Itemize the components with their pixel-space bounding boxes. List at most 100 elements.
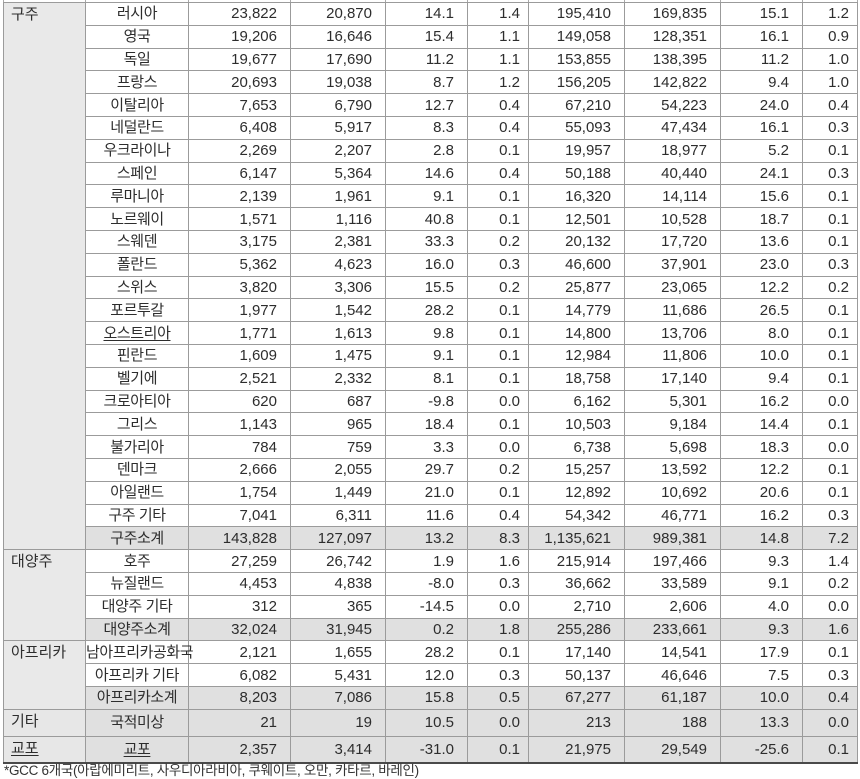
value-cell: 0.1 xyxy=(467,412,529,437)
value-cell: 1,143 xyxy=(188,412,291,437)
country-cell: 구주소계 xyxy=(85,526,189,551)
value-cell: 16.2 xyxy=(720,503,803,528)
table-row: 크로아티아 620 687 -9.8 0.0 6,162 5,301 16.2 0.0 xyxy=(4,389,858,414)
value-cell: 47,434 xyxy=(624,115,721,140)
value-cell: 1,475 xyxy=(290,343,386,368)
value-cell: 0.1 xyxy=(802,298,858,323)
value-cell: 11,686 xyxy=(624,298,721,323)
value-cell: 15.4 xyxy=(385,24,468,49)
value-cell: 0.2 xyxy=(802,275,858,300)
value-cell: 17.9 xyxy=(720,640,803,665)
value-cell: 28.2 xyxy=(385,298,468,323)
value-cell: 2,207 xyxy=(290,138,386,163)
value-cell: 19,206 xyxy=(188,24,291,49)
value-cell: 8.1 xyxy=(385,366,468,391)
value-cell: 8.3 xyxy=(385,115,468,140)
value-cell: 36,662 xyxy=(528,571,625,596)
value-cell: 759 xyxy=(290,435,386,459)
country-cell: 벨기에 xyxy=(85,366,189,391)
country-cell: 스페인 xyxy=(85,161,189,186)
value-cell: 0.1 xyxy=(802,457,858,482)
value-cell: 1,613 xyxy=(290,321,386,345)
value-cell: 1.2 xyxy=(467,70,529,95)
value-cell: 0.1 xyxy=(467,480,529,505)
value-cell: 0.1 xyxy=(802,735,858,764)
value-cell: 0.5 xyxy=(467,685,529,710)
country-cell: 아프리카 기타 xyxy=(85,663,189,687)
value-cell: 11,806 xyxy=(624,343,721,368)
value-cell: 1,977 xyxy=(188,298,291,323)
value-cell: 0.3 xyxy=(467,571,529,596)
value-cell: 17,140 xyxy=(624,366,721,391)
value-cell: 1,135,621 xyxy=(528,526,625,551)
value-cell: 10,692 xyxy=(624,480,721,505)
value-cell: -25.6 xyxy=(720,735,803,764)
value-cell: 0.1 xyxy=(467,640,529,665)
value-cell: 24.0 xyxy=(720,93,803,117)
column-divider-stub xyxy=(624,0,625,2)
value-cell: 54,342 xyxy=(528,503,625,528)
value-cell: 4,838 xyxy=(290,571,386,596)
value-cell: 67,210 xyxy=(528,93,625,117)
value-cell: 0.1 xyxy=(467,735,529,764)
value-cell: 16,646 xyxy=(290,24,386,49)
value-cell: 0.1 xyxy=(467,343,529,368)
value-cell: 14,779 xyxy=(528,298,625,323)
value-cell: 16.1 xyxy=(720,115,803,140)
value-cell: 0.4 xyxy=(802,685,858,710)
country-cell: 우크라이나 xyxy=(85,138,189,163)
value-cell: 0.1 xyxy=(467,207,529,231)
table-row: 이탈리아 7,653 6,790 12.7 0.4 67,210 54,223 24.0 0.4 xyxy=(4,93,858,117)
value-cell: 11.2 xyxy=(720,47,803,72)
value-cell: 2,666 xyxy=(188,457,291,482)
value-cell: 1,771 xyxy=(188,321,291,345)
value-cell: 0.1 xyxy=(802,480,858,505)
value-cell: 1.6 xyxy=(802,617,858,642)
table-row: 아프리카소계 8,203 7,086 15.8 0.5 67,277 61,187 10.0 0… xyxy=(4,685,858,710)
value-cell: 37,901 xyxy=(624,252,721,277)
value-cell: 7,086 xyxy=(290,685,386,710)
country-cell: 폴란드 xyxy=(85,252,189,277)
value-cell: 156,205 xyxy=(528,70,625,95)
footnote: *GCC 6개국(아랍에미리트, 사우디아라비아, 쿠웨이트, 오만, 카타르,… xyxy=(4,763,419,778)
value-cell: 138,395 xyxy=(624,47,721,72)
value-cell: 10.5 xyxy=(385,708,468,737)
table-row: 대양주소계 32,024 31,945 0.2 1.8 255,286 233,661 9.3… xyxy=(4,617,858,642)
value-cell: 24.1 xyxy=(720,161,803,186)
value-cell: 9.4 xyxy=(720,70,803,95)
value-cell: 5,698 xyxy=(624,435,721,459)
region-cell: 아프리카 xyxy=(3,640,86,710)
value-cell: 5,362 xyxy=(188,252,291,277)
value-cell: 14,114 xyxy=(624,184,721,209)
table-row: 노르웨이 1,571 1,116 40.8 0.1 12,501 10,528 18.7 0.1 xyxy=(4,207,858,231)
table-row: 스페인 6,147 5,364 14.6 0.4 50,188 40,440 24.1 0.3 xyxy=(4,161,858,186)
country-cell: 포르투갈 xyxy=(85,298,189,323)
value-cell: 2,521 xyxy=(188,366,291,391)
value-cell: 13,592 xyxy=(624,457,721,482)
value-cell: 0.1 xyxy=(802,412,858,437)
country-cell: 대양주소계 xyxy=(85,617,189,642)
value-cell: 0.3 xyxy=(802,252,858,277)
value-cell: 20.6 xyxy=(720,480,803,505)
table-row: 프랑스 20,693 19,038 8.7 1.2 156,205 142,822 9.4 1.… xyxy=(4,70,858,95)
table-row: 벨기에 2,521 2,332 8.1 0.1 18,758 17,140 9.4 0.1 xyxy=(4,366,858,391)
value-cell: 11.6 xyxy=(385,503,468,528)
value-cell: 33,589 xyxy=(624,571,721,596)
table-row: 우크라이나 2,269 2,207 2.8 0.1 19,957 18,977 5.2 0.1 xyxy=(4,138,858,163)
value-cell: 16.2 xyxy=(720,389,803,414)
table-row: 뉴질랜드 4,453 4,838 -8.0 0.3 36,662 33,589 9.1 0.2 xyxy=(4,571,858,596)
value-cell: -14.5 xyxy=(385,594,468,619)
country-cell: 남아프리카공화국 xyxy=(85,640,194,665)
value-cell: 17,720 xyxy=(624,229,721,254)
value-cell: -9.8 xyxy=(385,389,468,414)
value-cell: 4.0 xyxy=(720,594,803,619)
value-cell: 16.0 xyxy=(385,252,468,277)
value-cell: 9.4 xyxy=(720,366,803,391)
country-cell: 그리스 xyxy=(85,412,189,437)
country-cell: 불가리아 xyxy=(85,435,189,459)
value-cell: 2,357 xyxy=(188,735,291,764)
column-divider-stub xyxy=(85,0,86,2)
value-cell: 2,381 xyxy=(290,229,386,254)
value-cell: 0.1 xyxy=(467,298,529,323)
table-row: 구주 러시아 23,822 20,870 14.1 1.4 195,410 169,835 15… xyxy=(3,1,858,551)
